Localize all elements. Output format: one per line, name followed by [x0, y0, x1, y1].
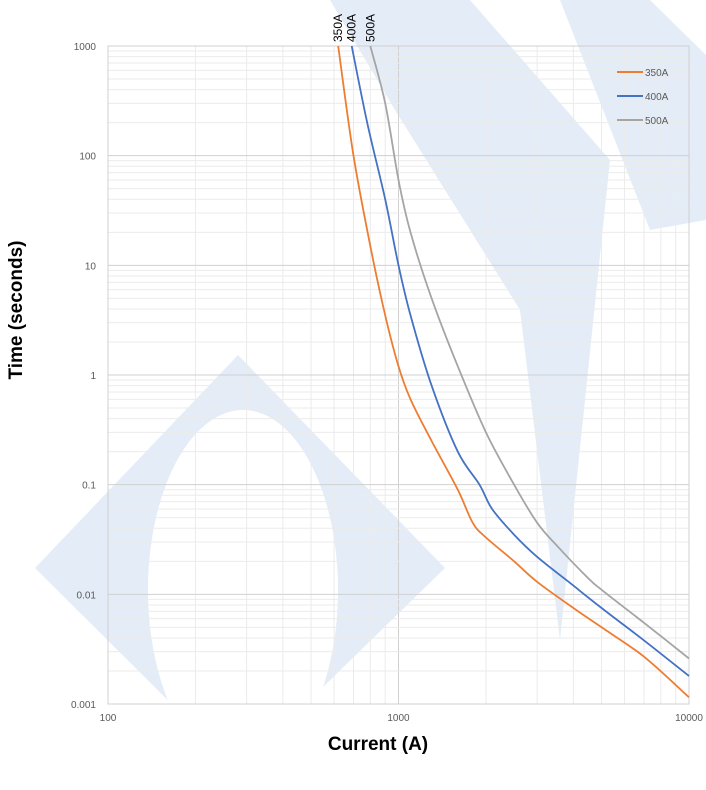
x-tick-label: 1000 [387, 713, 410, 724]
series-line-500a [369, 45, 690, 660]
y-axis-tick-labels: 1000 100 10 1 0.1 0.01 0.001 [71, 42, 96, 711]
legend: 350A 400A 500A [617, 68, 669, 127]
x-tick-label: 10000 [675, 713, 703, 724]
series-lines [337, 45, 690, 698]
curve-top-labels: 350A 400A 500A [331, 14, 377, 42]
watermark-oval [148, 410, 338, 770]
y-tick-label: 0.01 [77, 590, 97, 601]
legend-label: 400A [645, 92, 669, 103]
plot-area-frame [107, 45, 690, 705]
y-tick-label: 10 [85, 261, 97, 272]
y-tick-label: 1000 [74, 42, 97, 53]
series-line-400a [350, 45, 690, 677]
y-tick-label: 0.001 [71, 700, 96, 711]
y-tick-label: 1 [90, 371, 96, 382]
y-axis-title: Time (seconds) [6, 240, 27, 379]
y-tick-label: 100 [79, 152, 96, 163]
series-line-350a [337, 45, 690, 698]
grid-lines [107, 46, 689, 705]
x-tick-label: 100 [100, 713, 117, 724]
curve-label-400a: 400A [345, 14, 359, 42]
y-tick-label: 0.1 [82, 481, 96, 492]
curve-label-500a: 500A [363, 14, 377, 42]
curve-label-350a: 350A [331, 14, 345, 42]
legend-label: 350A [645, 68, 669, 79]
legend-label: 500A [645, 116, 669, 127]
x-axis-title: Current (A) [328, 734, 428, 755]
watermark-stripe-1 [330, 0, 610, 640]
x-axis-tick-labels: 100 1000 10000 [100, 713, 704, 724]
